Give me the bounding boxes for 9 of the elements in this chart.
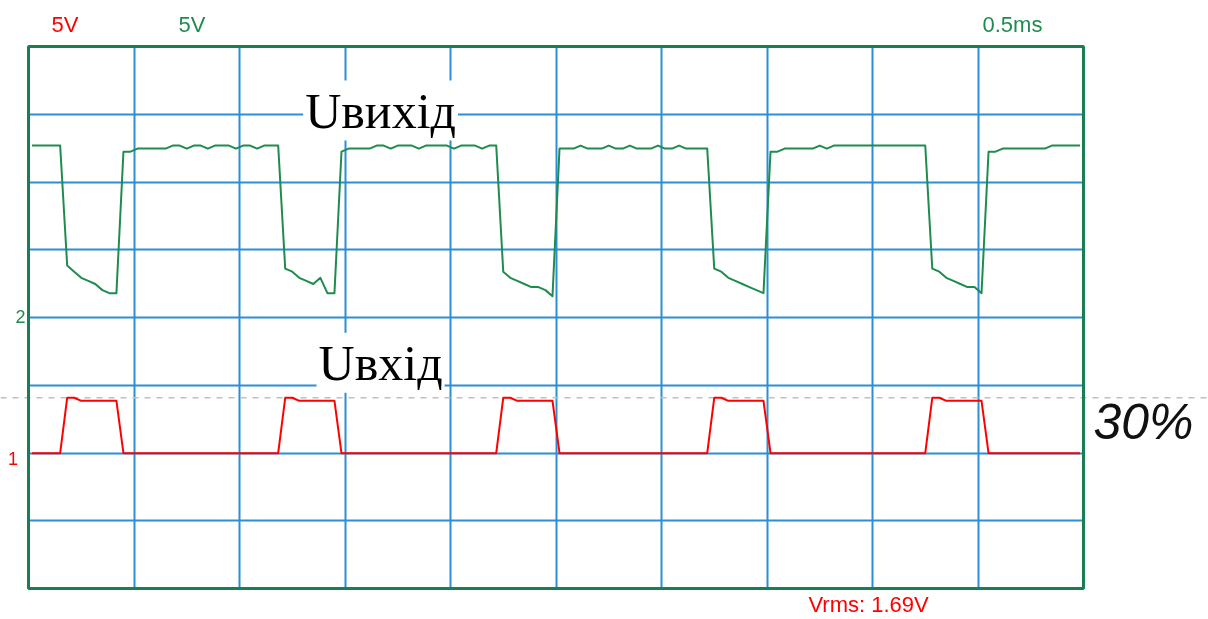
series-label: Uвихід (305, 82, 456, 139)
text: 5V (51, 12, 79, 37)
text: 30% (1093, 393, 1194, 450)
series-label: Uвхід (318, 334, 443, 391)
text: 1 (7, 449, 19, 469)
text: 0.5ms (982, 12, 1043, 37)
text: 2 (15, 307, 26, 327)
text: 5V (178, 12, 206, 37)
text: Vrms: 1.69V (808, 592, 930, 617)
